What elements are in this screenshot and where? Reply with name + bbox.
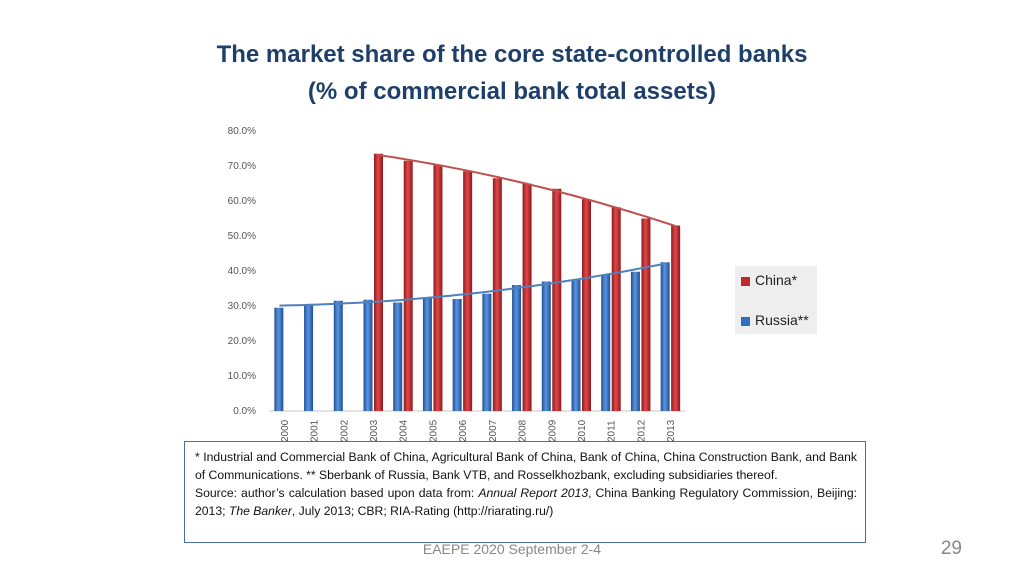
y-tick-label: 30.0%	[228, 301, 256, 312]
bar-russia-2000	[274, 307, 284, 411]
legend-swatch-russia	[741, 316, 750, 326]
x-tick-label: 2013	[666, 419, 677, 442]
bar-china-2010	[582, 199, 591, 411]
bar-china-2012	[641, 218, 651, 411]
x-tick-label: 2012	[636, 419, 647, 442]
bar-russia-2006	[452, 299, 462, 411]
bar-china-2005	[433, 165, 443, 411]
x-tick-label: 2008	[518, 419, 529, 442]
x-tick-label: 2011	[607, 420, 618, 442]
trendline-russia	[279, 262, 666, 307]
footer-text: EAEPE 2020 September 2-4	[422, 541, 602, 557]
legend: China* Russia**	[735, 266, 817, 334]
trendline-china	[378, 154, 676, 228]
bar-russia-2010	[571, 279, 581, 411]
plot-area	[269, 153, 685, 412]
bar-china-2006	[463, 171, 473, 411]
y-tick-label: 50.0%	[228, 231, 256, 242]
bar-russia-2012	[630, 271, 640, 411]
x-tick-label: 2000	[280, 419, 291, 442]
y-tick-label: 70.0%	[228, 161, 256, 172]
source-mid: , China Banking Regulatory Commission, B…	[195, 486, 857, 518]
bar-china-2011	[611, 207, 621, 411]
x-tick-label: 2006	[458, 419, 469, 442]
footnote-box: * Industrial and Commercial Bank of Chin…	[184, 441, 866, 543]
chart-title: The market share of the core state-contr…	[0, 36, 1024, 110]
legend-item-china: China*	[741, 272, 797, 288]
bar-russia-2009	[541, 281, 551, 411]
bar-chart: 0.0% 10.0% 20.0% 30.0% 40.0% 50.0% 60.0% 70.0% 8…	[228, 126, 685, 442]
bar-russia-2007	[482, 293, 492, 411]
bar-russia-2008	[512, 285, 522, 411]
x-tick-label: 2010	[577, 419, 588, 442]
bar-russia-2002	[333, 300, 343, 411]
y-axis: 0.0% 10.0% 20.0% 30.0% 40.0% 50.0% 60.0% 70.0% 8…	[228, 126, 256, 417]
page-number: 29	[940, 538, 962, 559]
y-tick-label: 80.0%	[228, 126, 256, 137]
bar-russia-2003	[363, 299, 373, 411]
bar-russia-2013	[660, 262, 670, 411]
y-tick-label: 10.0%	[228, 371, 256, 382]
legend-swatch-china	[741, 276, 750, 286]
y-tick-label: 20.0%	[228, 336, 256, 347]
bar-russia-2005	[422, 297, 432, 411]
source-banker: The Banker	[228, 504, 292, 518]
bar-china-2003	[374, 153, 383, 411]
bar-china-2004	[403, 160, 413, 411]
source-suffix: , July 2013; CBR; RIA-Rating (http://ria…	[291, 504, 554, 518]
x-tick-label: 2002	[339, 419, 350, 442]
title-line-1: The market share of the core state-contr…	[216, 41, 808, 68]
title-line-2: (% of commercial bank total assets)	[307, 78, 717, 105]
bar-russia-2004	[393, 302, 403, 411]
x-tick-label: 2007	[488, 419, 499, 442]
bar-russia-2011	[601, 274, 611, 411]
source-annual-report: Annual Report 2013	[478, 486, 589, 500]
footnote-source: Source: author’s calculation based upon …	[195, 484, 857, 520]
bar-china-2009	[552, 188, 562, 411]
x-tick-label: 2009	[547, 419, 558, 442]
legend-label-china: China*	[755, 272, 798, 288]
x-tick-label: 2004	[399, 419, 410, 442]
source-prefix: Source: author’s calculation based upon …	[195, 486, 479, 500]
bar-china-2007	[492, 178, 502, 411]
bar-china-2008	[522, 183, 532, 411]
y-tick-label: 40.0%	[228, 266, 256, 277]
legend-label-russia: Russia**	[755, 312, 809, 328]
bar-china-2013	[671, 225, 681, 411]
x-tick-label: 2001	[310, 419, 321, 442]
x-tick-label: 2003	[369, 419, 380, 442]
x-tick-label: 2005	[428, 419, 439, 442]
footnote-definitions: * Industrial and Commercial Bank of Chin…	[195, 450, 857, 482]
legend-item-russia: Russia**	[741, 312, 809, 328]
y-tick-label: 0.0%	[233, 406, 256, 417]
x-axis: 2000 2001 2002 2003 2004 2005 2006 2007 2008 2009…	[280, 419, 677, 442]
y-tick-label: 60.0%	[228, 196, 256, 207]
bar-russia-2001	[304, 304, 314, 411]
